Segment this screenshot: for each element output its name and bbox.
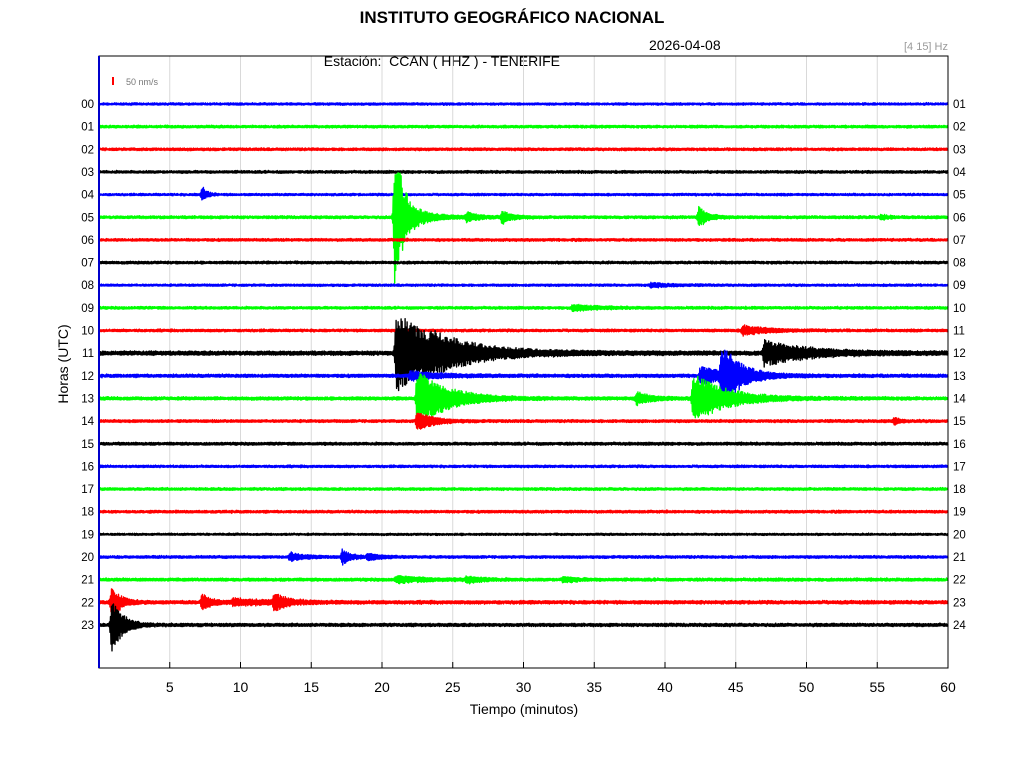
seismic-trace-hour-12: [98, 349, 949, 407]
hour-label-right: 19: [953, 507, 966, 519]
x-axis-label: Tiempo (minutos): [470, 701, 578, 717]
hour-label-right: 22: [953, 575, 966, 587]
seismic-trace-hour-09: [98, 303, 949, 313]
hour-label-right: 21: [953, 552, 966, 564]
hour-label-left: 17: [81, 484, 94, 496]
hour-label-right: 10: [953, 303, 966, 315]
frequency-band: [4 15] Hz: [903, 41, 948, 53]
seismic-trace-hour-00: [98, 101, 949, 107]
seismic-trace-hour-13: [98, 373, 949, 430]
hour-label-left: 22: [81, 597, 94, 609]
hour-label-right: 16: [953, 439, 966, 451]
label-layer: 5 10 15 20 25 30 35 40 45 50 55 60 00 01 02 03 04 05 06 07 0…: [81, 99, 966, 695]
hour-label-right: 24: [953, 620, 966, 632]
hour-label-left: 20: [81, 552, 94, 564]
hour-label-left: 18: [81, 507, 94, 519]
seismic-trace-hour-05: [98, 172, 949, 284]
seismic-trace-hour-23: [98, 603, 949, 652]
x-tick-label: 55: [869, 679, 885, 695]
hour-label-left: 06: [81, 235, 94, 247]
x-tick-label: 40: [657, 679, 673, 695]
x-tick-label: 35: [586, 679, 602, 695]
x-tick-label: 60: [940, 679, 956, 695]
y-axis-label: Horas (UTC): [55, 324, 71, 403]
hour-label-left: 10: [81, 326, 94, 338]
x-tick-label: 45: [728, 679, 744, 695]
hour-label-left: 12: [81, 371, 94, 383]
seismic-trace-hour-15: [98, 441, 949, 447]
station-label: Estación:: [323, 53, 382, 69]
x-tick-label: 15: [303, 679, 319, 695]
hour-label-left: 15: [81, 439, 94, 451]
x-tick-label: 5: [166, 679, 174, 695]
hour-label-right: 05: [953, 190, 966, 202]
seismic-trace-hour-11: [98, 318, 949, 392]
hour-label-right: 14: [953, 393, 966, 405]
x-tick-label: 20: [374, 679, 390, 695]
seismic-trace-hour-01: [98, 124, 949, 129]
hour-label-left: 00: [81, 99, 94, 111]
seismic-trace-hour-06: [98, 237, 949, 243]
hour-label-right: 09: [953, 280, 966, 292]
hour-label-right: 11: [953, 326, 965, 338]
grid-layer: [169, 56, 878, 668]
hour-label-right: 06: [953, 212, 966, 224]
hour-label-left: 13: [81, 393, 94, 405]
hour-label-left: 11: [82, 348, 94, 360]
hour-label-right: 02: [953, 122, 966, 134]
hour-label-left: 05: [81, 212, 94, 224]
hour-label-right: 23: [953, 597, 966, 609]
seismic-trace-hour-04: [98, 186, 949, 201]
scale-label: 50 nm/s: [126, 77, 159, 87]
seismic-trace-hour-03: [98, 169, 949, 175]
x-tick-label: 30: [516, 679, 532, 695]
hour-label-right: 08: [953, 258, 966, 270]
chart-title: INSTITUTO GEOGRÁFICO NACIONAL: [359, 8, 665, 27]
x-tick-label: 25: [445, 679, 461, 695]
station-info: Estación: CCAN ( HHZ ) - TENERIFE: [316, 37, 560, 69]
hour-label-right: 17: [953, 461, 966, 473]
seismic-trace-hour-17: [98, 486, 949, 492]
hour-label-right: 01: [953, 99, 966, 111]
hour-label-right: 13: [953, 371, 966, 383]
hour-label-left: 19: [81, 529, 94, 541]
hour-label-left: 08: [81, 280, 94, 292]
seismic-trace-hour-21: [98, 575, 949, 585]
seismic-trace-hour-10: [98, 324, 949, 337]
x-tick-label: 50: [799, 679, 815, 695]
hour-label-left: 23: [81, 620, 94, 632]
seismic-trace-hour-14: [98, 412, 949, 430]
hour-label-right: 18: [953, 484, 966, 496]
hour-label-right: 03: [953, 144, 966, 156]
seismic-trace-hour-18: [98, 509, 949, 515]
hour-label-right: 20: [953, 529, 966, 541]
hour-label-left: 02: [81, 144, 94, 156]
chart-date: 2026-04-08: [649, 37, 721, 53]
hour-label-left: 14: [81, 416, 94, 428]
hour-label-right: 12: [953, 348, 966, 360]
seismic-trace-hour-20: [98, 548, 949, 566]
hour-label-right: 04: [953, 167, 966, 179]
seismic-trace-hour-16: [98, 464, 949, 469]
hour-label-left: 21: [81, 575, 94, 587]
seismic-trace-hour-19: [98, 532, 949, 537]
hour-label-left: 01: [81, 122, 94, 134]
amplitude-scale: 50 nm/s: [112, 77, 159, 87]
hour-label-left: 16: [81, 461, 94, 473]
seismic-trace-hour-07: [98, 260, 949, 265]
hour-label-left: 04: [81, 190, 94, 202]
trace-layer: [98, 101, 949, 652]
hour-label-right: 07: [953, 235, 966, 247]
x-tick-label: 10: [233, 679, 249, 695]
seismic-trace-hour-22: [98, 588, 949, 618]
station-name: CCAN ( HHZ ) - TENERIFE: [389, 53, 561, 69]
seismic-trace-hour-02: [98, 147, 949, 152]
hour-label-left: 09: [81, 303, 94, 315]
hour-label-left: 03: [81, 167, 94, 179]
hour-label-right: 15: [953, 416, 966, 428]
hour-label-left: 07: [81, 258, 94, 270]
seismic-trace-hour-08: [98, 281, 949, 289]
